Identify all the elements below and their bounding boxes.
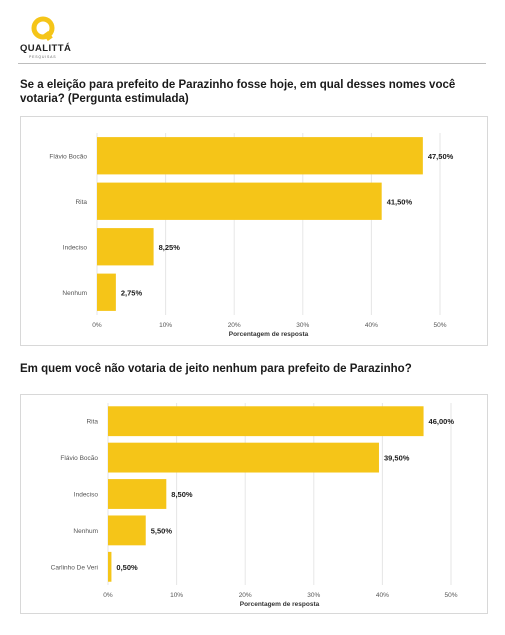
brand-name: QUALITTÁ	[20, 43, 72, 54]
data-label: 8,25%	[159, 243, 181, 252]
data-label: 0,50%	[116, 563, 138, 572]
category-label: Indeciso	[63, 244, 88, 251]
x-tick-label: 20%	[228, 322, 241, 329]
data-label: 2,75%	[121, 288, 143, 297]
x-axis-title: Porcentagem de resposta	[229, 331, 309, 338]
category-label: Nenhum	[73, 528, 98, 535]
x-tick-label: 0%	[103, 592, 113, 599]
bar	[108, 442, 379, 473]
question-1-title: Se a eleição para prefeito de Parazinho …	[20, 79, 456, 105]
bar	[97, 273, 116, 311]
question-2-title: Em quem você não votaria de jeito nenhum…	[20, 363, 412, 375]
chart-2: 0% 10% 20% 30% 40% 50% Rita 46,00% Flávio Bocão 3…	[51, 403, 458, 608]
x-tick-label: 40%	[365, 322, 378, 329]
x-tick-label: 50%	[444, 592, 457, 599]
data-label: 46,00%	[429, 417, 455, 426]
data-label: 8,50%	[171, 490, 193, 499]
bar	[108, 551, 112, 582]
data-label: 41,50%	[387, 197, 413, 206]
chart-1: 0% 10% 20% 30% 40% 50% Flávio Bocão 47,50% Rita 4…	[49, 133, 454, 338]
x-tick-label: 0%	[92, 322, 102, 329]
x-tick-label: 30%	[307, 592, 320, 599]
data-label: 5,50%	[151, 526, 173, 535]
x-tick-label: 20%	[239, 592, 252, 599]
x-tick-label: 50%	[433, 322, 446, 329]
bar	[108, 479, 167, 509]
bar	[97, 182, 382, 220]
category-label: Rita	[75, 199, 87, 206]
category-label: Flávio Bocão	[60, 455, 98, 462]
data-label: 47,50%	[428, 152, 454, 161]
x-tick-label: 30%	[296, 322, 309, 329]
x-tick-label: 10%	[170, 592, 183, 599]
chart-1-panel: 0% 10% 20% 30% 40% 50% Flávio Bocão 47,50% Rita 4…	[20, 116, 488, 346]
category-label: Rita	[86, 419, 98, 426]
bar	[108, 406, 424, 437]
qualitta-logo-icon	[31, 16, 55, 41]
bar	[108, 515, 146, 546]
x-axis-title: Porcentagem de resposta	[240, 601, 320, 608]
brand-subtitle: PESQUISAS	[29, 55, 57, 59]
header: QUALITTÁ PESQUISAS	[20, 12, 485, 62]
x-tick-label: 40%	[376, 592, 389, 599]
x-tick-label: 10%	[159, 322, 172, 329]
category-label: Carlinho De Veri	[51, 564, 98, 571]
category-label: Flávio Bocão	[49, 153, 87, 160]
bar	[97, 137, 423, 175]
bar	[97, 228, 154, 266]
category-label: Indeciso	[74, 492, 99, 499]
data-label: 39,50%	[384, 454, 410, 463]
category-label: Nenhum	[62, 290, 87, 297]
header-divider	[18, 63, 486, 64]
chart-2-panel: 0% 10% 20% 30% 40% 50% Rita 46,00% Flávio Bocão 3…	[20, 394, 488, 614]
